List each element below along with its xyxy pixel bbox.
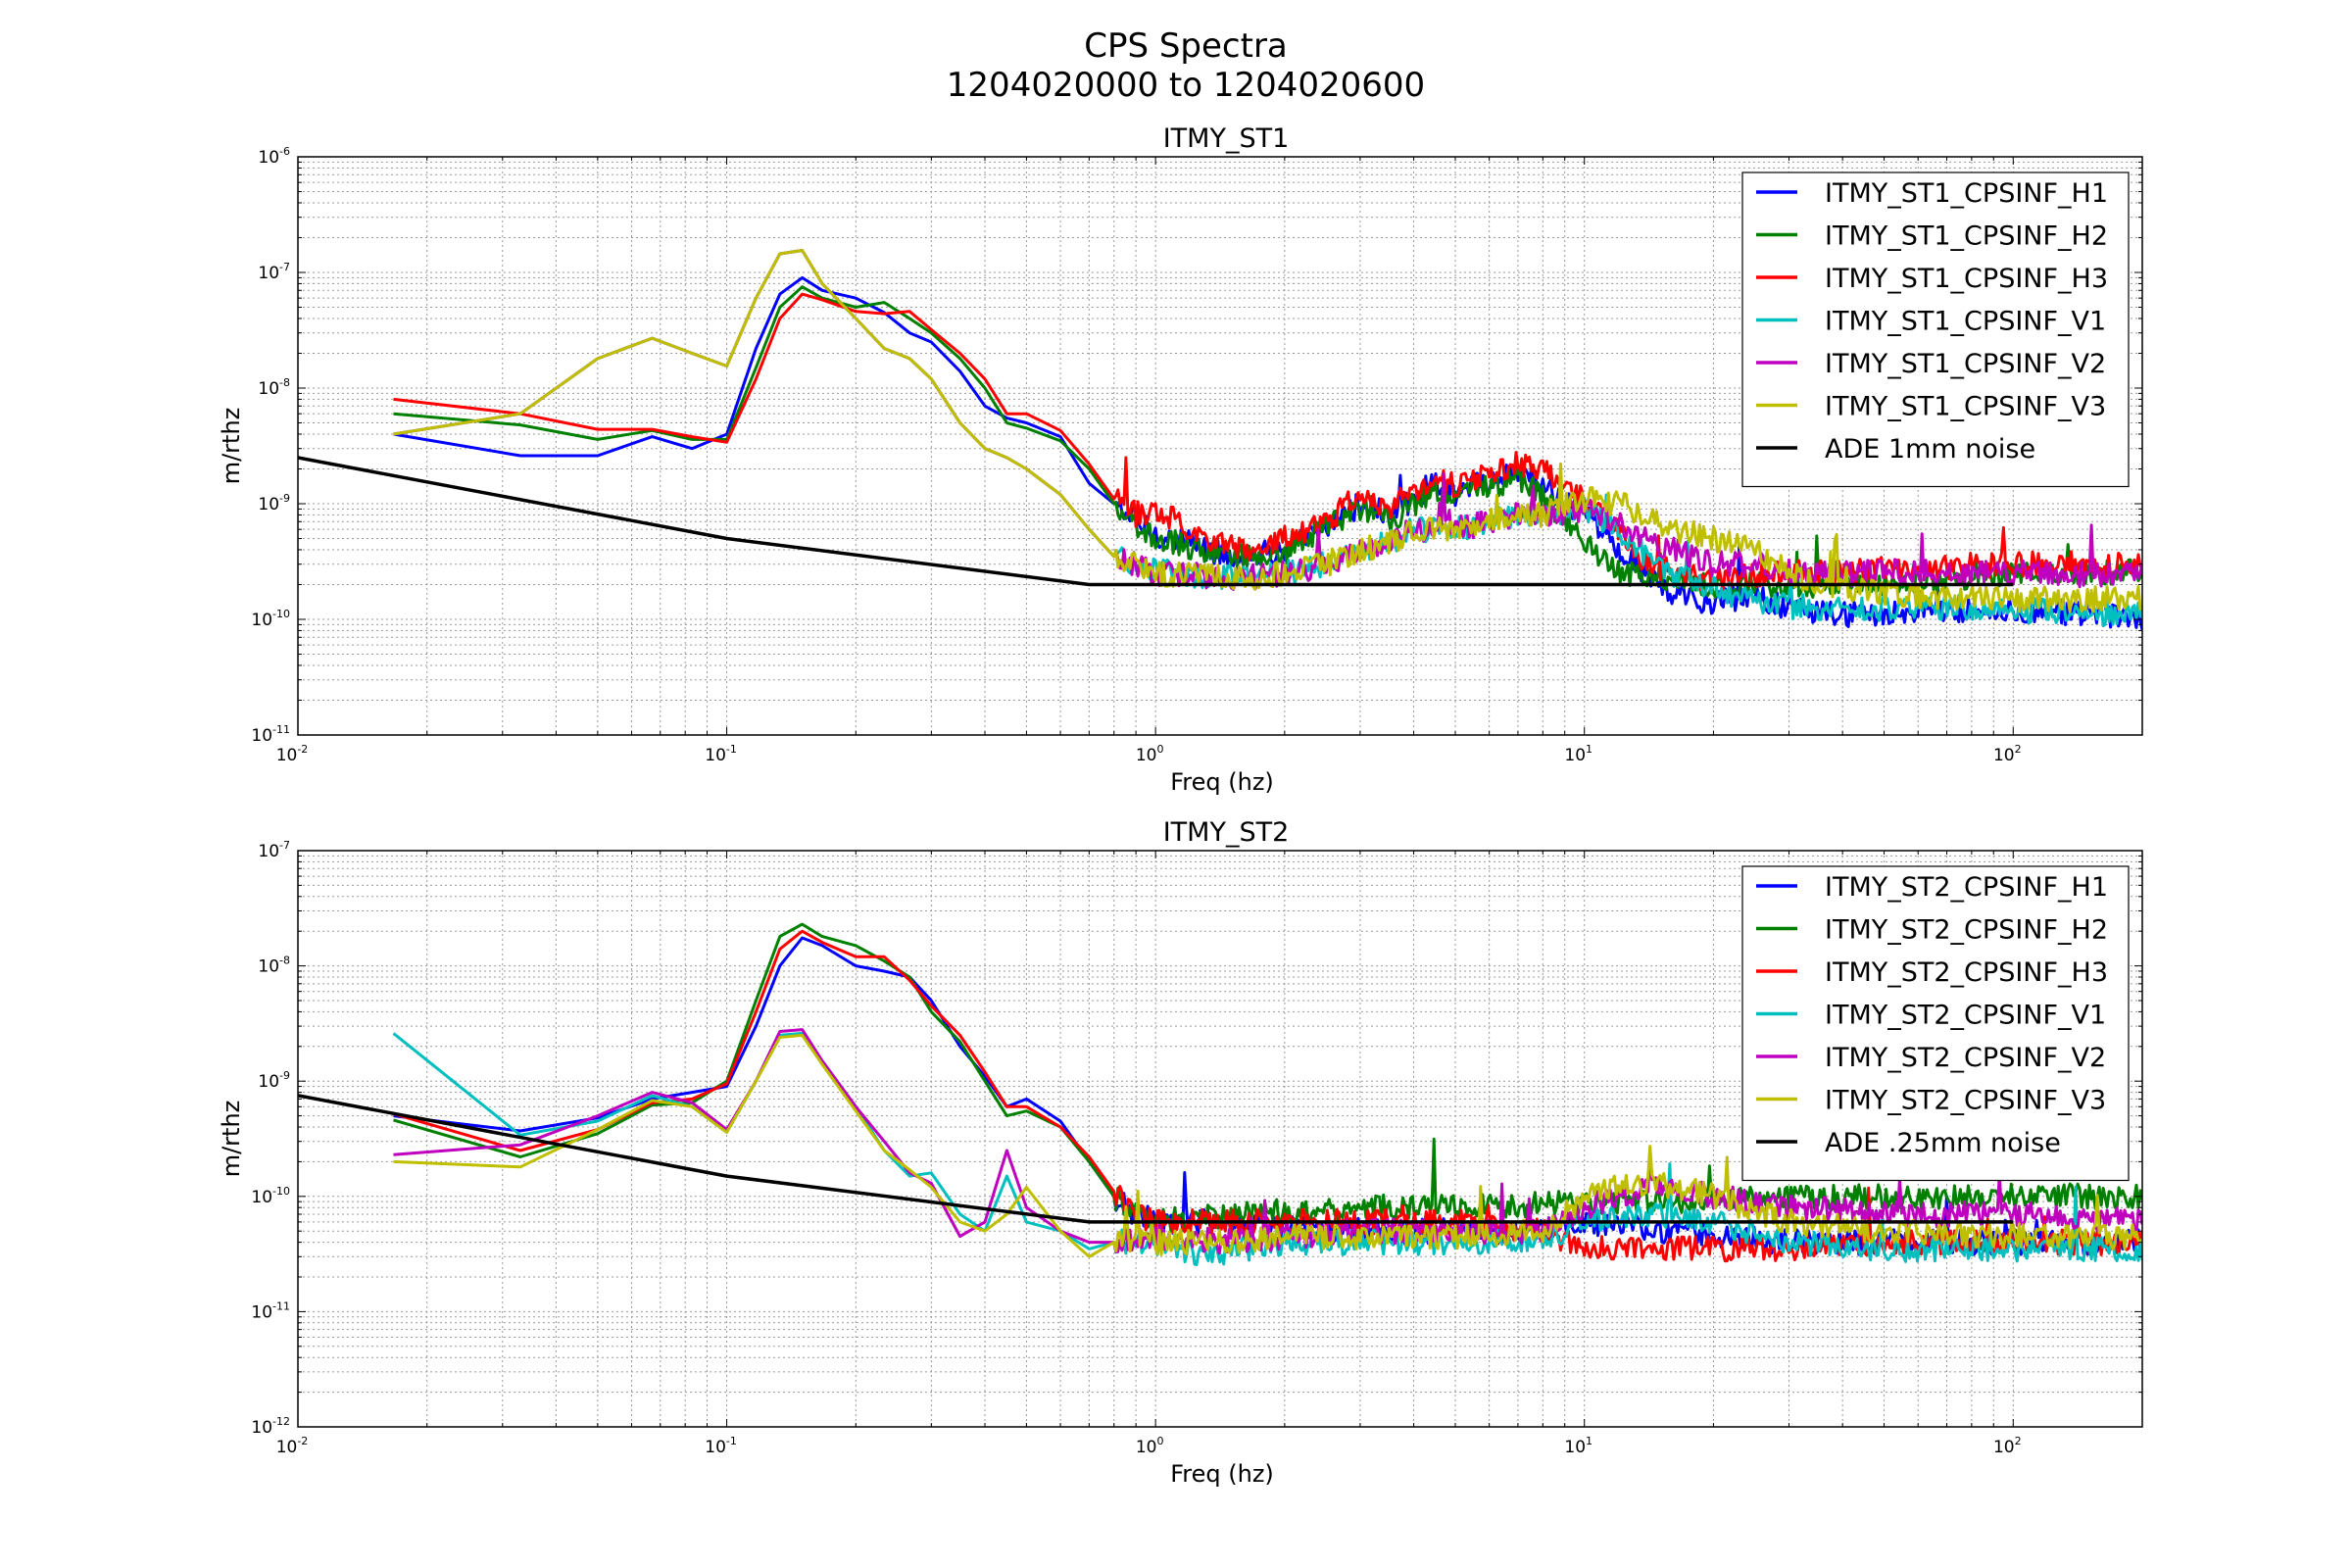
chart-title: ITMY_ST1: [1163, 123, 1290, 154]
x-tick-label: 102: [1993, 743, 2022, 765]
series-line-itmy-st1-cpsinf-v2: [393, 249, 2142, 591]
y-tick-label: 10-10: [251, 1185, 290, 1207]
series-line-ade-1mm-noise: [298, 456, 2014, 587]
ticks-st1: [297, 156, 2143, 736]
x-tick-label: 10-1: [705, 743, 737, 765]
legend-entry: ITMY_ST2_CPSINF_H1: [1825, 872, 2108, 903]
y-tick-label: 10-11: [251, 1299, 290, 1322]
series-line-ade-25mm-noise: [298, 1094, 2014, 1224]
legend-entry: ITMY_ST1_CPSINF_H2: [1825, 221, 2108, 252]
y-tick-label: 10-6: [258, 145, 290, 168]
y-axis-label: m/rthz: [218, 408, 245, 485]
axes-frame-st1: [297, 156, 2143, 736]
y-tick-label: 10-7: [258, 839, 290, 861]
figure-title-line2: 1204020000 to 1204020600: [947, 66, 1425, 105]
x-tick-label: 10-1: [705, 1435, 737, 1457]
x-tick-label: 101: [1564, 1435, 1592, 1457]
legend-entry: ADE 1mm noise: [1825, 434, 2035, 465]
figure-title-line1: CPS Spectra: [1084, 26, 1288, 66]
y-tick-label: 10-7: [258, 261, 290, 283]
chart-panel-st1: 10-2 10-1 100 101 102 10-11 10-10 10-9 10-8 10-7 1…: [218, 123, 2143, 796]
legend-entry: ITMY_ST1_CPSINF_H1: [1825, 178, 2108, 209]
ticks-st2: [297, 850, 2143, 1428]
legend-entry: ADE .25mm noise: [1825, 1128, 2061, 1158]
x-tick-label: 101: [1564, 743, 1592, 765]
chart-title: ITMY_ST2: [1163, 817, 1290, 848]
y-tick-label: 10-8: [258, 955, 290, 977]
grid-st1: [297, 157, 2143, 736]
series-group-st1: [298, 249, 2142, 630]
x-tick-label: 100: [1136, 1435, 1164, 1457]
y-tick-label: 10-9: [258, 1069, 290, 1092]
x-axis-label: Freq (hz): [1170, 768, 1274, 796]
y-tick-label: 10-12: [251, 1415, 290, 1438]
legend-entry: ITMY_ST2_CPSINF_V1: [1825, 1001, 2106, 1031]
series-line-itmy-st2-cpsinf-v2: [393, 1028, 2142, 1255]
chart-panel-st2: 10-2 10-1 100 101 102 10-12 10-11 10-10 10-9 10-8…: [218, 817, 2143, 1488]
x-tick-label: 10-2: [276, 1435, 309, 1457]
series-line-itmy-st2-cpsinf-v3: [393, 1033, 2142, 1258]
x-tick-label: 100: [1136, 743, 1164, 765]
y-tick-label: 10-10: [251, 608, 290, 630]
grid-st2: [297, 851, 2143, 1428]
axes-frame-st2: [297, 850, 2143, 1428]
x-tick-label: 10-2: [276, 743, 309, 765]
series-line-itmy-st1-cpsinf-h2: [393, 285, 2142, 599]
legend-entry: ITMY_ST1_CPSINF_V2: [1825, 349, 2106, 379]
legend-entry: ITMY_ST1_CPSINF_H3: [1825, 264, 2108, 294]
legend-entry: ITMY_ST1_CPSINF_V1: [1825, 307, 2106, 337]
legend-entry: ITMY_ST2_CPSINF_V3: [1825, 1086, 2106, 1116]
y-tick-label: 10-11: [251, 723, 290, 746]
y-tick-label: 10-9: [258, 492, 290, 514]
series-group-st2: [298, 922, 2142, 1266]
x-tick-label: 102: [1993, 1435, 2022, 1457]
legend-entry: ITMY_ST2_CPSINF_H2: [1825, 915, 2108, 946]
legend-entry: ITMY_ST1_CPSINF_V3: [1825, 392, 2106, 422]
y-axis-label: m/rthz: [218, 1101, 245, 1178]
legend-entry: ITMY_ST2_CPSINF_H3: [1825, 957, 2108, 988]
y-tick-label: 10-8: [258, 376, 290, 399]
series-line-itmy-st2-cpsinf-v1: [392, 1031, 2142, 1266]
legend-st1: ITMY_ST1_CPSINF_H1 ITMY_ST1_CPSINF_H2 ITMY…: [1741, 172, 2130, 488]
x-axis-label: Freq (hz): [1170, 1460, 1274, 1488]
legend-st2: ITMY_ST2_CPSINF_H1 ITMY_ST2_CPSINF_H2 ITMY…: [1741, 865, 2130, 1182]
legend-entry: ITMY_ST2_CPSINF_V2: [1825, 1043, 2106, 1073]
